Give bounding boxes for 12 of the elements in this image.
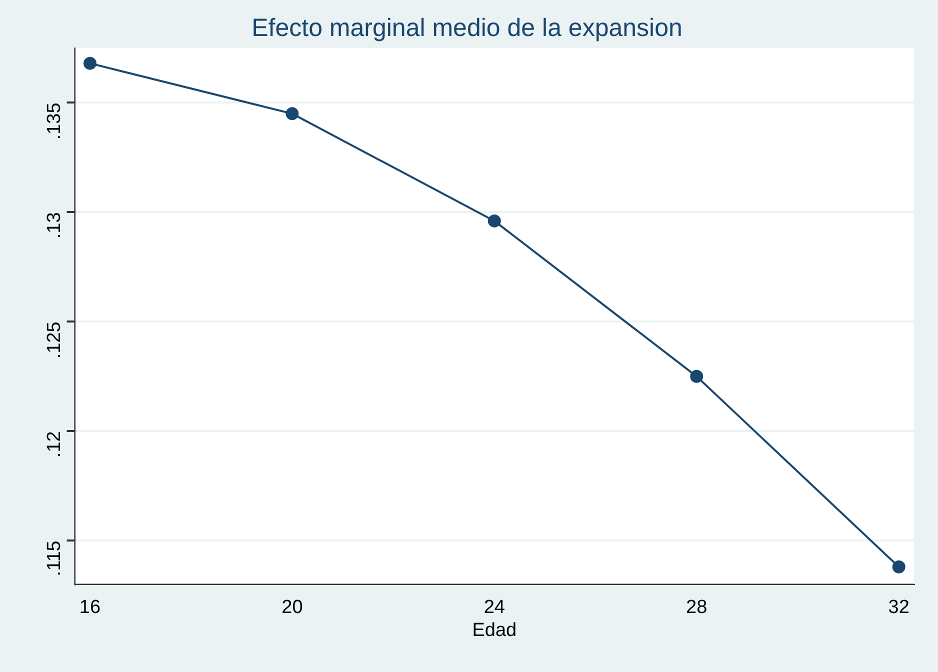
x-tick-label: 20 xyxy=(282,597,303,618)
x-tick-label: 24 xyxy=(484,597,506,618)
y-tick-label: .125 xyxy=(44,322,66,359)
x-tick-label: 28 xyxy=(686,597,708,618)
y-tick-label: .13 xyxy=(44,212,66,239)
chart-title: Efecto marginal medio de la expansion xyxy=(252,14,682,42)
x-tick-label: 32 xyxy=(888,597,910,618)
x-tick-label: 16 xyxy=(79,597,101,618)
y-tick-label: .115 xyxy=(44,540,66,576)
y-tick-label: .12 xyxy=(44,431,66,458)
x-axis-title: Edad xyxy=(472,620,517,641)
y-tick-label: .135 xyxy=(44,102,66,140)
